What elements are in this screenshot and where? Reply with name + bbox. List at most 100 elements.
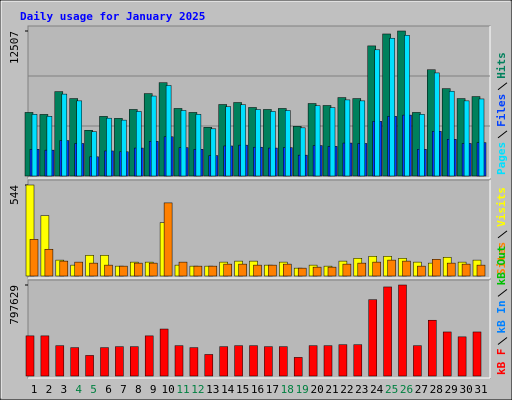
bar xyxy=(342,263,352,277)
bar xyxy=(314,105,321,177)
bar xyxy=(55,345,65,377)
bar xyxy=(402,260,411,277)
bar xyxy=(180,110,187,177)
bar xyxy=(25,335,35,377)
x-tick-label: 24 xyxy=(370,383,384,396)
bar xyxy=(134,262,143,277)
legend-label: Hits xyxy=(495,52,508,79)
legend-separator xyxy=(497,288,508,297)
y-tick-label: 12507 xyxy=(8,31,21,64)
bar xyxy=(285,110,291,177)
bar xyxy=(59,260,69,277)
bar xyxy=(44,248,54,277)
bar xyxy=(323,345,333,377)
legend-separator xyxy=(497,230,508,239)
bar xyxy=(148,262,158,277)
bar xyxy=(119,265,128,277)
bar xyxy=(398,284,407,377)
bar xyxy=(463,100,470,177)
bar xyxy=(283,263,292,277)
x-tick-label: 28 xyxy=(430,383,443,396)
bar xyxy=(344,99,351,177)
bar xyxy=(329,107,336,177)
bar xyxy=(219,346,228,377)
x-tick-label: 19 xyxy=(296,383,309,396)
bar xyxy=(61,93,68,177)
x-tick-label: 2 xyxy=(46,383,53,396)
bar xyxy=(249,345,258,377)
x-tick-label: 14 xyxy=(221,383,235,396)
bar xyxy=(223,263,232,277)
bar xyxy=(428,319,437,377)
bar xyxy=(417,265,426,277)
bar xyxy=(308,345,318,377)
legend-separator xyxy=(497,337,508,345)
x-tick-label: 10 xyxy=(161,383,174,396)
bar xyxy=(434,72,440,177)
x-tick-label: 3 xyxy=(60,383,67,396)
bar xyxy=(448,90,455,177)
bar xyxy=(357,262,367,277)
bar xyxy=(264,346,273,377)
x-tick-label: 4 xyxy=(75,383,82,396)
bar xyxy=(442,331,452,377)
bar xyxy=(121,119,127,177)
bar xyxy=(150,95,157,177)
x-tick-label: 7 xyxy=(120,383,127,396)
bar xyxy=(76,100,82,177)
x-tick-label: 8 xyxy=(135,383,142,396)
bar xyxy=(29,239,39,277)
bar xyxy=(193,265,203,277)
bar xyxy=(70,347,79,377)
bar xyxy=(100,347,109,377)
legend-label: kB F xyxy=(495,349,508,376)
legend-label: kB Out xyxy=(495,246,508,286)
bar xyxy=(293,357,303,377)
bar xyxy=(234,345,243,377)
bar xyxy=(74,261,83,277)
x-tick-label: 29 xyxy=(445,383,458,396)
bar xyxy=(476,264,486,277)
x-tick-label: 22 xyxy=(340,383,353,396)
bar xyxy=(457,336,467,377)
legend-label: Sites xyxy=(495,242,508,275)
x-tick-label: 11 xyxy=(176,383,189,396)
bar xyxy=(31,114,38,177)
bar xyxy=(136,111,142,177)
bar xyxy=(159,328,169,377)
x-tick-label: 18 xyxy=(281,383,294,396)
legend-label: kB In xyxy=(495,300,508,333)
bar xyxy=(268,264,277,277)
bar xyxy=(368,299,377,377)
chart-title: Daily usage for January 2025 xyxy=(20,10,205,23)
bar xyxy=(178,261,188,277)
bar xyxy=(472,331,482,377)
legend-label: Pages xyxy=(495,142,508,175)
bar xyxy=(208,265,218,277)
bar xyxy=(238,263,247,277)
bar xyxy=(432,259,441,277)
bar xyxy=(461,263,471,277)
bar xyxy=(163,202,173,277)
bar xyxy=(312,266,322,277)
bar xyxy=(299,127,306,177)
bar xyxy=(165,85,172,177)
bar xyxy=(253,264,262,277)
x-tick-label: 30 xyxy=(459,383,472,396)
bar xyxy=(413,345,422,377)
bar xyxy=(89,262,98,277)
legend-separator xyxy=(497,82,508,91)
bar xyxy=(195,114,202,177)
x-tick-label: 23 xyxy=(355,383,368,396)
bar xyxy=(210,128,217,177)
x-tick-label: 25 xyxy=(385,383,398,396)
bar xyxy=(104,264,113,277)
x-tick-label: 21 xyxy=(325,383,338,396)
bar xyxy=(419,114,425,177)
bar xyxy=(255,109,261,177)
x-tick-label: 17 xyxy=(266,383,279,396)
bar xyxy=(106,117,112,177)
x-tick-label: 1 xyxy=(31,383,38,396)
